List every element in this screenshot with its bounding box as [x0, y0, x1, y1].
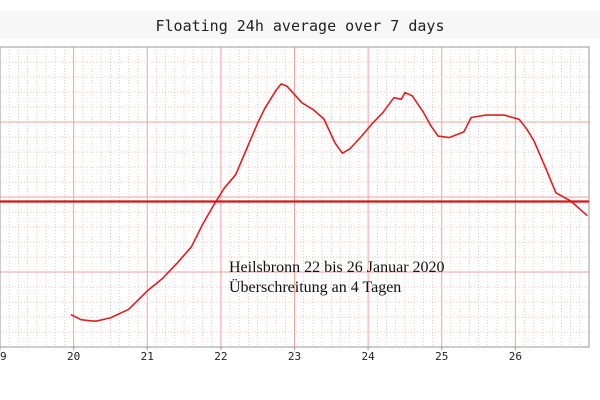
data-point [448, 137, 450, 139]
x-tick-label: 19 [0, 350, 7, 363]
data-point [146, 290, 148, 292]
data-point [544, 165, 546, 167]
data-point [70, 314, 72, 316]
annotation-exceedance: Überschreitung an 4 Tagen [229, 278, 401, 296]
data-point [301, 102, 303, 104]
x-tick-label: 21 [141, 350, 154, 363]
data-point [176, 263, 178, 265]
x-tick-label: 22 [214, 350, 227, 363]
data-point [264, 107, 266, 109]
data-point [201, 224, 204, 226]
data-point [257, 122, 259, 124]
data-point [275, 89, 277, 91]
data-point [437, 135, 439, 137]
data-point [503, 114, 505, 116]
data-point [109, 317, 111, 319]
data-point [586, 214, 588, 216]
data-point [161, 278, 163, 280]
x-tick-label: 23 [288, 350, 301, 363]
data-point [286, 85, 288, 87]
data-point [371, 123, 373, 125]
x-tick-label: 26 [509, 350, 522, 363]
x-tick-label: 25 [435, 350, 448, 363]
data-point [360, 136, 362, 138]
data-point [518, 118, 520, 120]
data-point [312, 108, 314, 110]
data-point [341, 152, 343, 154]
data-point [334, 142, 336, 144]
data-point [349, 148, 351, 150]
data-point [323, 118, 325, 120]
annotation-location: Heilsbronn 22 bis 26 Januar 2020 [229, 259, 445, 276]
data-point [533, 140, 535, 142]
x-tick-label: 20 [67, 350, 80, 363]
data-point [422, 111, 424, 113]
data-point [95, 320, 97, 322]
data-point [430, 125, 432, 127]
x-tick-labels: 19 20 21 22 23 24 25 26 [0, 347, 522, 363]
series-line-0 [70, 83, 588, 323]
x-tick-label: 24 [362, 350, 376, 363]
data-point [280, 83, 282, 85]
data-point [382, 112, 384, 114]
data-point [87, 320, 89, 322]
data-point [128, 308, 130, 310]
data-point [555, 192, 557, 194]
grid [0, 46, 590, 348]
data-point [411, 95, 413, 97]
data-point [190, 246, 192, 248]
data-point [246, 148, 248, 150]
data-point [80, 319, 82, 321]
data-point [525, 128, 528, 130]
data-point [224, 187, 226, 189]
chart-title: Floating 24h average over 7 days [156, 17, 445, 35]
data-point [470, 116, 472, 119]
data-point [393, 97, 395, 99]
data-point [212, 204, 215, 206]
data-point [235, 174, 237, 176]
data-point [463, 131, 465, 133]
data-point [400, 98, 402, 100]
header-band [0, 11, 600, 39]
data-point [404, 92, 406, 94]
data-point [485, 114, 487, 116]
